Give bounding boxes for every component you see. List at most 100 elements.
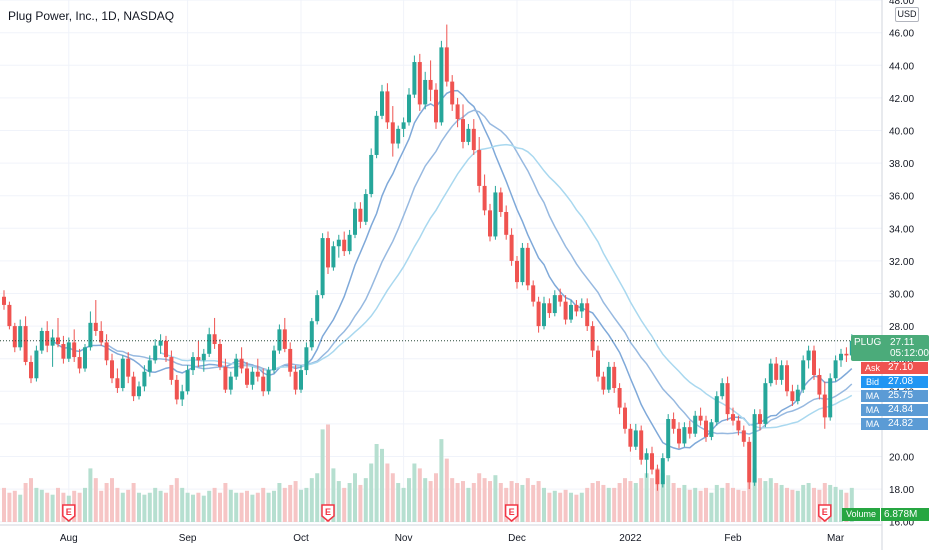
price-tick-label: 16.00 (889, 518, 914, 529)
candle-body (223, 366, 228, 390)
volume-bar (585, 487, 590, 522)
volume-bar (293, 481, 298, 522)
volume-bar (731, 487, 735, 522)
candle-body (801, 360, 806, 390)
volume-bar (471, 483, 476, 522)
candle-body (293, 371, 298, 390)
candle-body (655, 469, 660, 485)
candle-body (39, 330, 44, 351)
candle-body (131, 376, 136, 397)
candle-body (374, 115, 379, 155)
volume-bar (45, 492, 50, 522)
info-tag-value: 27.08 (884, 376, 928, 388)
candle-body (369, 154, 374, 195)
volume-bar (147, 492, 152, 522)
volume-bar (509, 481, 514, 522)
candle-body (687, 427, 692, 434)
volume-bar (358, 484, 363, 522)
candle-body (174, 379, 179, 400)
candle-body (66, 342, 71, 359)
candle-body (833, 360, 838, 379)
volume-bar (174, 478, 179, 522)
candle-body (104, 342, 109, 361)
candle-body (466, 128, 471, 142)
candle-body (282, 329, 287, 349)
volume-bar (628, 481, 633, 522)
volume-bar (385, 463, 390, 522)
volume-bar (164, 492, 168, 522)
price-tick-label: 32.00 (889, 257, 914, 268)
volume-bar (255, 492, 260, 522)
volume-bar (434, 473, 438, 522)
candle-body (385, 91, 390, 123)
volume-bar (331, 468, 336, 522)
time-tick-label: Dec (508, 533, 526, 544)
candle-body (228, 376, 233, 390)
candle-body (520, 247, 525, 283)
time-tick-label: 2022 (619, 533, 642, 544)
info-tag-name: MA (861, 390, 884, 402)
volume-bar (644, 473, 649, 522)
candle-body (752, 414, 757, 483)
volume-bar (169, 484, 174, 522)
volume-bar (785, 487, 789, 522)
candle-body (677, 428, 681, 444)
candle-body (363, 194, 368, 222)
candle-body (126, 358, 131, 377)
volume-bar (196, 492, 201, 522)
volume-bar (704, 487, 708, 522)
volume-bar (698, 490, 703, 522)
earnings-marker-label: E (66, 507, 72, 517)
earnings-marker-icon (504, 504, 519, 522)
candle-body (234, 358, 239, 377)
candle-body (239, 358, 244, 369)
candle-body (790, 391, 795, 402)
volume-bar (342, 487, 347, 522)
volume-bar (7, 492, 12, 522)
candle-body (569, 304, 573, 320)
currency-button[interactable]: USD (895, 7, 919, 22)
volume-bar (687, 489, 692, 522)
volume-bar (596, 481, 600, 522)
candle-body (709, 422, 714, 437)
volume-bar (515, 483, 519, 522)
candle-body (477, 150, 482, 186)
info-tag-name: Bid (861, 376, 884, 388)
volume-bar (666, 475, 671, 522)
candle-body (45, 330, 50, 346)
time-tick-label: Oct (293, 533, 309, 544)
volume-bar (671, 483, 676, 522)
candle-body (714, 396, 719, 423)
volume-bar (83, 487, 87, 522)
candle-body (428, 79, 433, 90)
volume-bar (131, 483, 136, 522)
volume-bar (304, 487, 309, 522)
candle-body (93, 322, 98, 331)
volume-bar (369, 463, 374, 522)
volume-bar (374, 444, 379, 522)
candle-body (644, 453, 649, 460)
earnings-marker-icon (321, 504, 335, 522)
candle-body (461, 119, 465, 142)
volume-bar (39, 489, 44, 522)
volume-bar (768, 478, 773, 522)
candle-body (758, 414, 762, 424)
volume-bar (299, 489, 303, 522)
earnings-marker-icon (62, 504, 76, 522)
candle-body (439, 47, 444, 123)
candle-body (493, 192, 498, 237)
candle-body (331, 246, 336, 268)
price-tick-label: 48.00 (889, 0, 914, 7)
candle-body (617, 388, 622, 408)
volume-bar (266, 492, 271, 522)
candle-body (158, 340, 163, 346)
candle-body (725, 383, 730, 415)
candle-body (137, 386, 141, 397)
time-tick-label: Mar (827, 533, 845, 544)
earnings-marker-label: E (325, 507, 331, 517)
volume-bar (423, 478, 428, 522)
volume-bar (617, 483, 622, 522)
volume-bar (417, 468, 422, 522)
earnings-marker-label: E (509, 507, 515, 517)
